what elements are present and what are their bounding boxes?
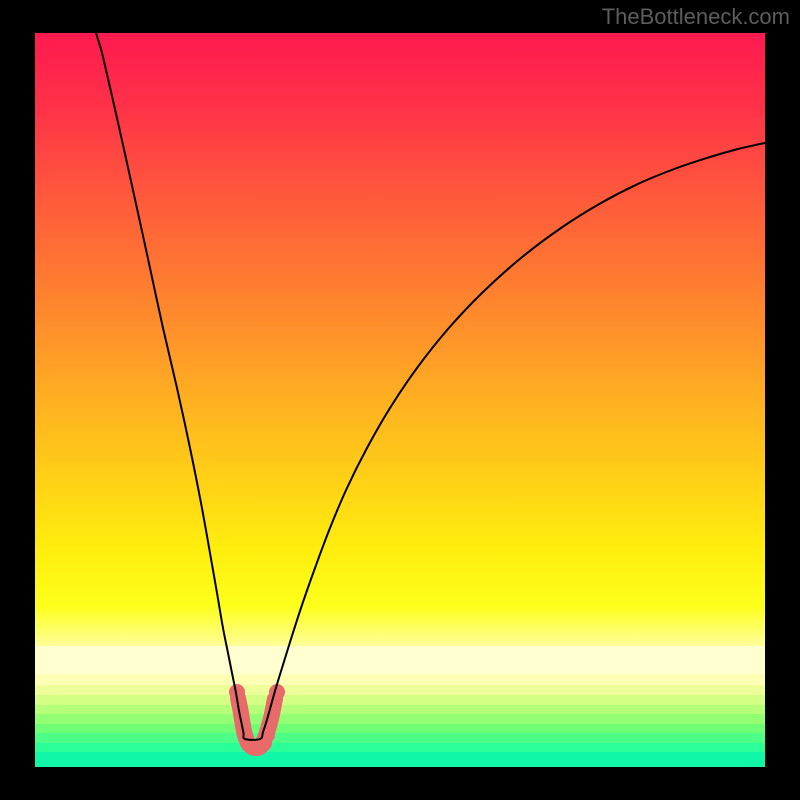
curves-layer	[35, 33, 765, 767]
main-curve-path	[96, 33, 765, 740]
chart-canvas: TheBottleneck.com	[0, 0, 800, 800]
plot-area	[35, 33, 765, 767]
attribution-label: TheBottleneck.com	[602, 4, 790, 30]
accent-markers	[229, 684, 285, 756]
